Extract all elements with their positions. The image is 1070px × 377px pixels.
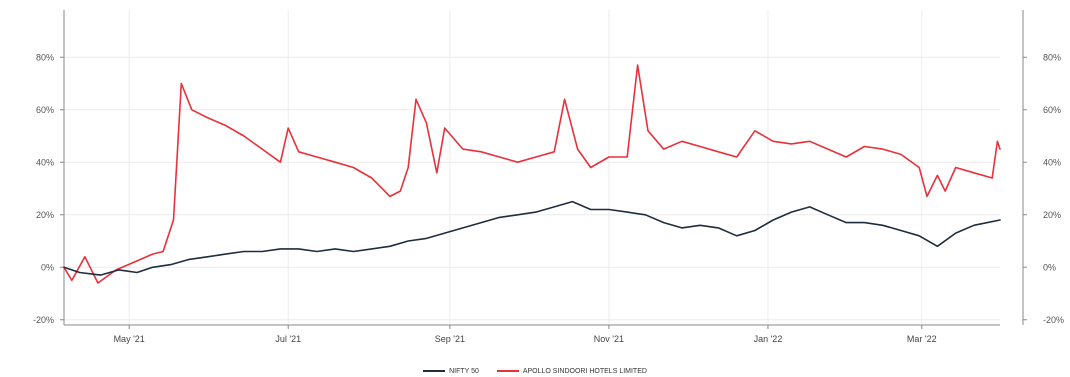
x-tick-label: Sep '21 bbox=[435, 334, 465, 344]
legend-item-apollo: APOLLO SINDOORI HOTELS LIMITED bbox=[496, 367, 647, 376]
y-tick-label-right: 20% bbox=[1043, 210, 1061, 220]
y-axis-right: -20% 0% 20% 40% 60% 80% bbox=[1043, 52, 1064, 325]
legend: NIFTY 50 APOLLO SINDOORI HOTELS LIMITED bbox=[0, 366, 1070, 376]
legend-swatch-nifty bbox=[423, 370, 446, 372]
x-tick-label: Mar '22 bbox=[907, 334, 937, 344]
x-axis: May '21 Jul '21 Sep '21 Nov '21 Jan '22 Mar '… bbox=[114, 334, 937, 344]
y-tick-label-left: 80% bbox=[36, 52, 54, 62]
grid bbox=[64, 10, 1000, 325]
series-lines bbox=[63, 64, 1001, 284]
series-line-nifty bbox=[63, 200, 1001, 276]
y-tick-label-left: 0% bbox=[41, 262, 54, 272]
y-axis-left: -20% 0% 20% 40% 60% 80% bbox=[33, 52, 54, 325]
legend-item-nifty: NIFTY 50 bbox=[423, 367, 479, 376]
series-line-apollo bbox=[63, 64, 1001, 284]
y-tick-label-left: -20% bbox=[33, 315, 54, 325]
legend-label-nifty: NIFTY 50 bbox=[449, 367, 479, 375]
y-tick-label-right: 0% bbox=[1043, 262, 1056, 272]
x-tick-label: May '21 bbox=[114, 334, 145, 344]
x-tick-label: Jul '21 bbox=[275, 334, 301, 344]
y-tick-label-right: 40% bbox=[1043, 157, 1061, 167]
y-tick-label-right: -20% bbox=[1043, 315, 1064, 325]
y-tick-label-left: 20% bbox=[36, 210, 54, 220]
y-tick-label-right: 60% bbox=[1043, 105, 1061, 115]
y-tick-label-left: 60% bbox=[36, 105, 54, 115]
y-tick-label-right: 80% bbox=[1043, 52, 1061, 62]
legend-label-apollo: APOLLO SINDOORI HOTELS LIMITED bbox=[522, 367, 647, 375]
legend-swatch-apollo bbox=[496, 370, 519, 372]
x-tick-label: Jan '22 bbox=[754, 334, 783, 344]
axes bbox=[60, 10, 1027, 329]
y-tick-label-left: 40% bbox=[36, 157, 54, 167]
x-tick-label: Nov '21 bbox=[594, 334, 624, 344]
